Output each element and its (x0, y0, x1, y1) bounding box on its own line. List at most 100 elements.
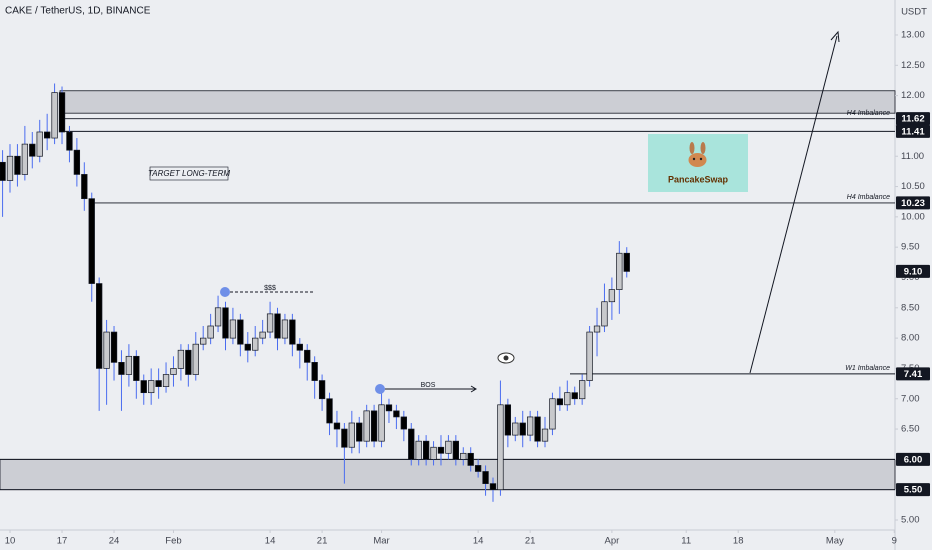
level-label: 9.10 (904, 266, 923, 277)
x-tick-label: 18 (733, 536, 744, 547)
y-tick-label: 11.00 (901, 151, 924, 162)
level-label: 10.23 (901, 198, 925, 209)
candle-body (489, 483, 497, 491)
candle-body (222, 307, 229, 339)
candle-body (356, 422, 363, 442)
candle-body (393, 410, 400, 418)
candle-body (445, 440, 452, 454)
candle-body (326, 398, 333, 424)
candle-body (341, 428, 348, 448)
y-tick-label: 12.50 (901, 60, 925, 71)
candle-body (110, 331, 118, 363)
x-tick-label: 21 (525, 536, 536, 547)
x-tick-label: May (826, 536, 844, 547)
x-tick-label: 14 (265, 536, 276, 547)
level-label: 6.00 (904, 454, 923, 465)
x-tick-label: 17 (57, 536, 68, 547)
candles (0, 83, 630, 502)
candle-body (549, 398, 556, 430)
candle-body (363, 410, 370, 442)
logo-ear (700, 142, 706, 154)
x-tick-label: 24 (109, 536, 120, 547)
candle-body (214, 307, 222, 327)
candle-body (460, 452, 467, 460)
level-label-box (896, 452, 930, 466)
candle-body (437, 446, 445, 454)
candle-body (474, 465, 482, 472)
candle-body (14, 155, 21, 175)
candle-body (6, 155, 14, 181)
candle-body (118, 362, 125, 375)
y-tick-label: 7.00 (901, 393, 920, 404)
candle-body (318, 380, 326, 400)
level-label-box (896, 112, 930, 126)
level-label: 5.50 (904, 485, 923, 496)
candle-body (177, 349, 185, 369)
x-tick-label: 14 (473, 536, 484, 547)
candle-body (378, 404, 385, 442)
candle-body (259, 331, 266, 339)
logo: PancakeSwap (648, 134, 748, 192)
candle-body (237, 319, 244, 345)
candle-body (88, 198, 95, 284)
y-tick-label: 13.00 (901, 29, 925, 40)
candle-body (467, 452, 474, 466)
x-tick-label: 11 (681, 536, 691, 547)
candle-body (527, 416, 534, 436)
annotation: H4 Imbalance (847, 194, 890, 201)
candle-body (571, 392, 578, 400)
annotation: W1 Imbalance (845, 365, 890, 372)
candle-body (81, 174, 88, 200)
candle-body (311, 362, 318, 381)
x-tick-label: Feb (165, 536, 181, 547)
candle-body (608, 289, 616, 303)
candle-body (564, 392, 571, 406)
candle-body (192, 343, 199, 375)
candle-body (103, 331, 110, 369)
level-label-box (896, 483, 930, 497)
candle-body (96, 283, 103, 369)
candle-body (519, 422, 526, 436)
candle-body (229, 319, 237, 339)
candle-body (579, 380, 586, 400)
price-axis-unit: USDT (901, 7, 927, 18)
imbalance-zone (59, 90, 896, 114)
candle-body (44, 131, 51, 139)
candle-body (244, 343, 251, 351)
logo-ear (689, 142, 695, 154)
level-label: 11.41 (901, 126, 925, 137)
target-arrow-line (749, 35, 838, 374)
candle-body (200, 337, 207, 345)
candle-body (21, 143, 29, 175)
liquidity-dot (220, 287, 230, 297)
candle-body (289, 319, 296, 345)
eye-pupil (503, 355, 509, 361)
candle-body (556, 398, 564, 406)
levels (0, 118, 895, 491)
eye-icon (497, 352, 515, 364)
y-tick-label: 12.00 (901, 90, 925, 101)
logo-head (688, 153, 707, 167)
candle-body (140, 380, 147, 394)
candle-body (170, 368, 177, 375)
logo-eye (692, 157, 696, 161)
target-box (149, 166, 229, 181)
y-tick-label: 8.00 (901, 333, 920, 344)
target-arrow-head (830, 30, 840, 43)
candle-body (512, 422, 519, 436)
y-tick-label: 6.50 (901, 424, 920, 435)
candle-body (58, 92, 66, 133)
logo-eye (699, 157, 703, 161)
candle-body (73, 149, 81, 175)
candle-body (370, 410, 378, 442)
candle-body (452, 440, 459, 460)
zones (0, 90, 896, 491)
candle-body (541, 428, 549, 442)
candle-body (266, 313, 274, 333)
candle-body (422, 440, 430, 460)
candle-body (601, 301, 608, 327)
candle-body (504, 404, 512, 436)
candle-body (66, 131, 73, 151)
y-tick-label: 8.50 (901, 302, 920, 313)
annotation: $$$ (264, 285, 276, 292)
